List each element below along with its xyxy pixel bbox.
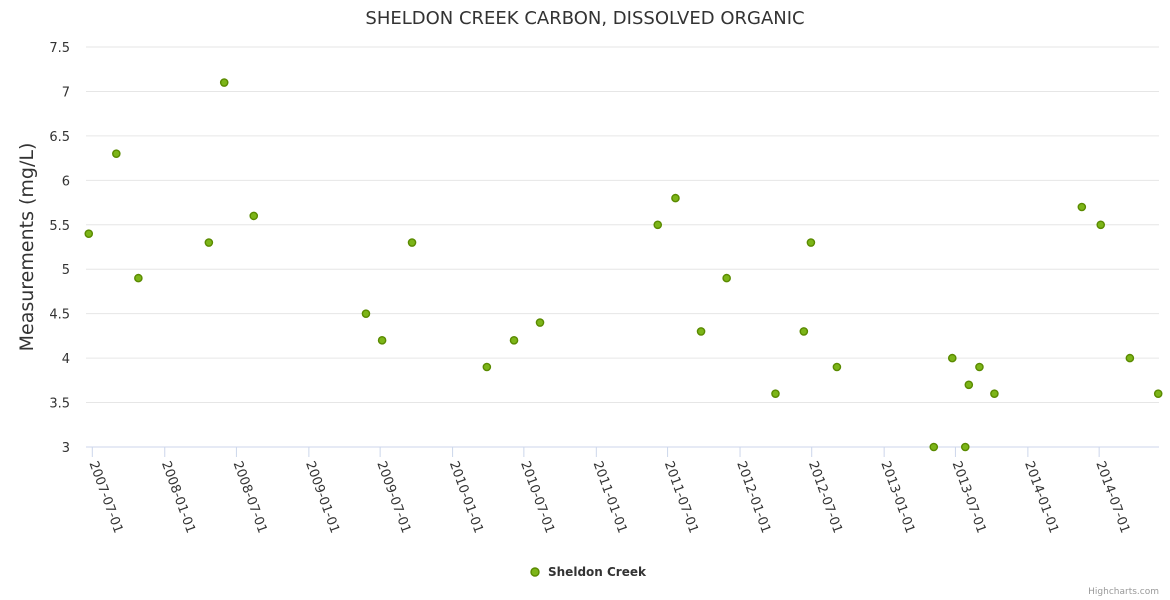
data-point[interactable] xyxy=(535,318,545,327)
x-tick-label: 2009-07-01 xyxy=(373,459,413,535)
x-tick-label: 2010-01-01 xyxy=(446,459,486,535)
data-point[interactable] xyxy=(509,336,519,345)
y-tick-label: 6 xyxy=(62,174,70,189)
y-tick-label: 3.5 xyxy=(49,397,70,412)
y-tick-label: 7 xyxy=(62,85,70,100)
y-tick-label: 7.5 xyxy=(49,41,70,56)
data-point[interactable] xyxy=(832,362,842,372)
data-point[interactable] xyxy=(1096,220,1106,230)
data-point[interactable] xyxy=(204,238,214,247)
data-point[interactable] xyxy=(806,238,816,247)
data-point[interactable] xyxy=(653,220,663,230)
y-tick-label: 4.5 xyxy=(49,308,70,323)
x-axis: 2007-07-01 2008-01-01 2008-07-01 2009-01-01… xyxy=(86,447,1132,535)
x-tick-label: 2010-07-01 xyxy=(517,459,557,535)
legend[interactable]: Sheldon Creek xyxy=(530,565,647,579)
data-point[interactable] xyxy=(975,362,984,372)
data-point[interactable] xyxy=(1125,353,1135,363)
data-point[interactable] xyxy=(1077,202,1087,212)
data-point[interactable] xyxy=(1153,389,1163,398)
data-point[interactable] xyxy=(722,273,731,283)
data-point[interactable] xyxy=(407,238,417,247)
x-tick-label: 2013-01-01 xyxy=(877,459,917,535)
data-point[interactable] xyxy=(377,336,387,345)
credits-link[interactable]: Highcharts.com xyxy=(1088,587,1159,597)
y-axis-labels: 3 3.5 4 4.5 5 5.5 6 6.5 7 7.5 xyxy=(49,41,70,456)
data-point[interactable] xyxy=(249,211,259,221)
data-point[interactable] xyxy=(964,380,974,390)
x-tick-label: 2012-07-01 xyxy=(805,459,845,535)
data-point[interactable] xyxy=(990,389,999,398)
y-tick-label: 3 xyxy=(62,441,70,456)
x-tick-label: 2008-07-01 xyxy=(230,459,270,535)
data-point[interactable] xyxy=(696,327,706,336)
y-tick-label: 6.5 xyxy=(49,130,70,145)
x-tick-label: 2011-07-01 xyxy=(661,459,701,535)
data-point[interactable] xyxy=(771,389,780,398)
data-point[interactable] xyxy=(219,78,229,87)
legend-marker[interactable] xyxy=(530,567,540,577)
data-point[interactable] xyxy=(947,353,957,363)
y-tick-label: 5.5 xyxy=(49,219,70,234)
data-point[interactable] xyxy=(134,273,143,283)
y-tick-label: 5 xyxy=(62,263,70,278)
data-point[interactable] xyxy=(929,442,939,452)
x-tick-label: 2009-01-01 xyxy=(302,459,342,535)
y-tick-label: 4 xyxy=(62,352,70,367)
data-point[interactable] xyxy=(482,362,492,372)
data-point[interactable] xyxy=(112,149,121,158)
x-tick-label: 2008-01-01 xyxy=(158,459,198,535)
grid-lines xyxy=(86,46,1159,448)
y-axis-title: Measurements (mg/L) xyxy=(16,143,38,352)
x-tick-label: 2007-07-01 xyxy=(86,459,126,535)
x-tick-label: 2011-01-01 xyxy=(590,459,630,535)
x-tick-label: 2013-07-01 xyxy=(949,459,989,535)
x-tick-label: 2014-01-01 xyxy=(1021,459,1061,535)
x-tick-label: 2012-01-01 xyxy=(733,459,773,535)
data-point[interactable] xyxy=(960,442,970,452)
x-tick-label: 2014-07-01 xyxy=(1092,459,1132,535)
legend-label-sheldon-creek[interactable]: Sheldon Creek xyxy=(548,565,647,579)
data-point[interactable] xyxy=(361,309,371,318)
data-point[interactable] xyxy=(799,327,809,336)
series-sheldon-creek[interactable] xyxy=(84,78,1163,452)
chart-title: SHELDON CREEK CARBON, DISSOLVED ORGANIC xyxy=(365,8,804,29)
data-point[interactable] xyxy=(84,229,94,238)
data-point[interactable] xyxy=(671,193,680,203)
